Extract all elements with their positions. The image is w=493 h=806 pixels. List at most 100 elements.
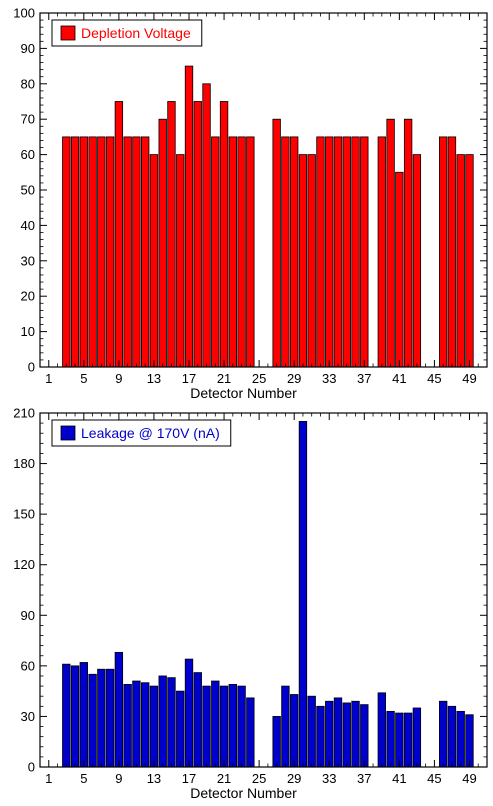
voltage-bar	[158, 118, 167, 368]
leakage-ytick-label: 0	[28, 760, 35, 775]
leakage-bar	[158, 675, 167, 768]
voltage-bar	[465, 154, 474, 368]
voltage-xtick-label: 21	[217, 371, 231, 386]
leakage-bar	[298, 421, 308, 768]
leakage-bar	[211, 680, 220, 768]
leakage-bar	[62, 663, 71, 768]
leakage-ytick-label: 60	[21, 658, 35, 673]
voltage-bar	[123, 136, 132, 368]
voltage-bar	[395, 171, 404, 368]
voltage-bar	[377, 136, 386, 368]
leakage-bar	[403, 712, 413, 768]
leakage-frame	[39, 412, 488, 768]
voltage-x-axis-title: Detector Number	[190, 385, 297, 401]
leakage-ytick-label: 210	[13, 406, 35, 421]
voltage-bar	[88, 136, 97, 368]
leakage-bar	[105, 668, 115, 768]
voltage-bar	[176, 154, 185, 368]
leakage-bar	[237, 685, 246, 768]
leakage-bar	[447, 705, 457, 768]
voltage-xtick-label: 9	[115, 371, 122, 386]
voltage-xtick-label: 1	[45, 371, 52, 386]
leakage-bar	[290, 694, 299, 768]
leakage-bar	[193, 672, 202, 768]
leakage-legend: Leakage @ 170V (nA)	[51, 419, 232, 447]
voltage-xtick-label: 41	[392, 371, 406, 386]
voltage-xtick-label: 13	[147, 371, 161, 386]
leakage-bar	[228, 684, 237, 768]
leakage-bar	[412, 707, 422, 768]
voltage-ytick-label: 40	[21, 218, 35, 233]
voltage-bar	[79, 136, 88, 368]
leakage-legend-label: Leakage @ 170V (nA)	[81, 425, 220, 441]
leakage-bar	[351, 700, 360, 768]
voltage-bar	[62, 136, 71, 368]
voltage-bar	[439, 136, 448, 368]
leakage-bar	[123, 684, 132, 768]
voltage-xtick-label: 49	[462, 371, 476, 386]
leakage-bar	[246, 697, 255, 768]
leakage-bar	[395, 712, 404, 768]
leakage-xtick-label: 1	[45, 771, 52, 786]
voltage-bar	[298, 154, 308, 368]
voltage-bar	[237, 136, 246, 368]
voltage-ytick-label: 60	[21, 147, 35, 162]
voltage-bar	[193, 101, 202, 368]
voltage-panel: 0 10 20 30 40 50 60 70 80 90 100 1 5 9 13 17 21 25 29 33 37 4…	[13, 6, 488, 401]
leakage-xtick-label: 17	[182, 771, 196, 786]
leakage-legend-swatch	[60, 425, 76, 441]
voltage-bar	[325, 136, 334, 368]
voltage-bar	[219, 101, 229, 368]
leakage-bar	[88, 673, 97, 768]
leakage-bar	[281, 685, 290, 768]
voltage-legend-label: Depletion Voltage	[81, 25, 191, 41]
voltage-bar	[149, 154, 159, 368]
voltage-bar	[290, 136, 299, 368]
leakage-bar	[114, 651, 124, 768]
voltage-bar	[360, 136, 369, 368]
leakage-bar	[439, 700, 448, 768]
voltage-ytick-label: 50	[21, 183, 35, 198]
leakage-ytick-label: 120	[13, 557, 35, 572]
leakage-bar	[272, 716, 281, 768]
voltage-bar	[114, 101, 124, 368]
voltage-legend: Depletion Voltage	[51, 19, 203, 47]
voltage-ytick-label: 90	[21, 41, 35, 56]
leakage-bar	[70, 665, 80, 768]
voltage-bar	[202, 83, 211, 368]
leakage-bar	[79, 662, 88, 768]
voltage-xtick-label: 29	[287, 371, 301, 386]
leakage-xtick-label: 21	[217, 771, 231, 786]
voltage-bar	[184, 65, 194, 368]
voltage-xtick-label: 45	[427, 371, 441, 386]
voltage-ytick-label: 100	[13, 6, 35, 21]
leakage-ytick-label: 180	[13, 456, 35, 471]
voltage-xtick-label: 33	[322, 371, 336, 386]
leakage-legend-box	[51, 419, 232, 447]
voltage-ytick-label: 20	[21, 289, 35, 304]
voltage-bar	[281, 136, 290, 368]
voltage-xtick-label: 17	[182, 371, 196, 386]
leakage-plot-area	[40, 413, 487, 767]
voltage-bar	[97, 136, 106, 368]
leakage-xtick-label: 37	[357, 771, 371, 786]
voltage-bar	[272, 118, 281, 368]
leakage-ytick-label: 90	[21, 608, 35, 623]
leakage-bar	[176, 690, 185, 768]
voltage-ytick-label: 10	[21, 324, 35, 339]
leakage-bar	[202, 685, 211, 768]
voltage-ytick-label: 0	[28, 360, 35, 375]
voltage-bar	[342, 136, 351, 368]
leakage-bar	[132, 680, 141, 768]
leakage-bar	[325, 700, 334, 768]
leakage-bar	[307, 695, 316, 768]
voltage-bar	[447, 136, 457, 368]
leakage-bar	[465, 714, 474, 768]
leakage-bar	[342, 702, 351, 768]
voltage-bar	[105, 136, 115, 368]
leakage-xtick-label: 5	[80, 771, 87, 786]
voltage-bar	[167, 101, 176, 368]
leakage-xtick-label: 49	[462, 771, 476, 786]
voltage-bar	[132, 136, 141, 368]
